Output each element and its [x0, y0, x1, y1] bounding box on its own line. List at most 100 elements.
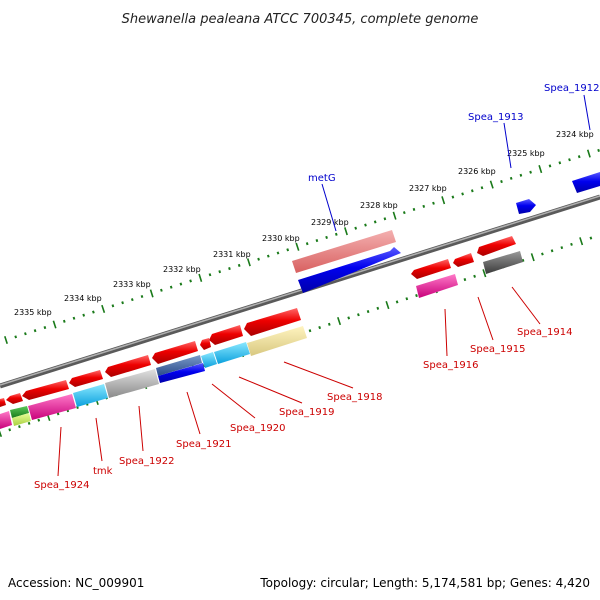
gene-feature-reverse[interactable]: [28, 394, 76, 420]
minor-tick: [27, 421, 31, 425]
gene-feature-reverse[interactable]: [105, 369, 159, 398]
minor-tick: [354, 226, 358, 230]
gene-label-spea-1922[interactable]: Spea_1922: [119, 456, 174, 467]
gene-feature-reverse[interactable]: [416, 274, 458, 298]
outer-tick-ring: [4, 148, 600, 345]
minor-tick: [550, 249, 554, 253]
major-tick: [52, 320, 57, 329]
leader-line: [95, 417, 103, 462]
major-tick: [101, 304, 106, 313]
tick-label: 2328 kbp: [360, 201, 398, 210]
minor-tick: [548, 164, 552, 168]
gene-feature-reverse[interactable]: [22, 380, 69, 400]
forward-labels: Spea_1912 Spea_1913 metG: [308, 83, 599, 232]
gene-feature-reverse[interactable]: [152, 341, 198, 364]
minor-tick: [577, 155, 581, 159]
major-tick: [295, 242, 300, 251]
minor-tick: [570, 242, 573, 246]
gene-feature-reverse[interactable]: [69, 370, 103, 387]
leader-line: [511, 286, 541, 325]
minor-tick: [364, 223, 367, 227]
major-tick: [4, 335, 8, 345]
gene-feature-reverse[interactable]: [156, 355, 202, 376]
gene-label-spea-1913[interactable]: Spea_1913: [468, 112, 523, 123]
gene-feature-reverse[interactable]: [10, 406, 29, 418]
gene-feature-forward[interactable]: [292, 230, 396, 273]
major-tick: [149, 289, 154, 298]
minor-tick: [130, 298, 134, 302]
gene-feature-forward[interactable]: [572, 172, 600, 193]
minor-tick: [33, 329, 37, 333]
minor-tick: [92, 310, 95, 314]
minor-tick: [189, 279, 192, 283]
minor-tick: [286, 248, 290, 252]
gene-label-spea-1918[interactable]: Spea_1918: [327, 392, 382, 403]
tick-label: 2329 kbp: [311, 218, 349, 227]
gene-label-spea-1914[interactable]: Spea_1914: [517, 327, 572, 338]
reverse-labels: Spea_1914 Spea_1915 Spea_1916 Spea_1918 …: [34, 286, 572, 491]
gene-feature-reverse[interactable]: [483, 251, 523, 274]
gene-label-spea-1915[interactable]: Spea_1915: [470, 344, 525, 355]
minor-tick: [383, 217, 387, 221]
gene-feature-reverse[interactable]: [244, 308, 301, 336]
major-tick: [482, 269, 487, 278]
major-tick: [0, 430, 3, 438]
leader-line: [321, 183, 337, 232]
leader-line: [444, 308, 448, 357]
minor-tick: [461, 192, 464, 196]
major-tick: [489, 180, 494, 189]
map-title: Shewanella pealeana ATCC 700345, complet…: [122, 12, 479, 27]
minor-tick: [521, 258, 525, 262]
gene-label-spea-1916[interactable]: Spea_1916: [423, 360, 478, 371]
minor-tick: [14, 335, 18, 339]
gene-feature-reverse[interactable]: [158, 363, 205, 383]
minor-tick: [111, 304, 115, 308]
gene-feature-forward[interactable]: [298, 247, 401, 293]
gene-label-metg[interactable]: metG: [308, 173, 336, 184]
gene-feature-reverse[interactable]: [201, 352, 217, 368]
gene-label-spea-1920[interactable]: Spea_1920: [230, 423, 285, 434]
minor-tick: [412, 207, 416, 212]
minor-tick: [334, 232, 338, 236]
minor-tick: [366, 309, 370, 314]
gene-feature-reverse[interactable]: [247, 326, 307, 356]
gene-feature-reverse[interactable]: [0, 411, 12, 429]
minor-tick: [415, 293, 418, 298]
leader-line: [57, 426, 62, 477]
minor-tick: [463, 277, 467, 282]
minor-tick: [208, 273, 212, 277]
gene-feature-reverse[interactable]: [453, 253, 474, 267]
gene-feature-reverse[interactable]: [73, 384, 108, 407]
reverse-genes-row1: [0, 236, 516, 407]
gene-label-spea-1919[interactable]: Spea_1919: [279, 407, 334, 418]
minor-tick: [541, 252, 544, 256]
gene-feature-reverse[interactable]: [411, 259, 451, 279]
gene-feature-reverse[interactable]: [105, 355, 151, 377]
tick-labels: 2324 kbp 2325 kbp 2326 kbp 2327 kbp 2328…: [14, 130, 594, 317]
minor-tick: [266, 254, 270, 258]
tick-label: 2331 kbp: [213, 250, 251, 259]
major-tick: [385, 301, 390, 310]
gene-feature-reverse[interactable]: [209, 325, 243, 345]
gene-label-spea-1924[interactable]: Spea_1924: [34, 480, 89, 491]
minor-tick: [509, 176, 513, 180]
gene-feature-reverse[interactable]: [0, 398, 6, 407]
gene-feature-forward[interactable]: [516, 199, 536, 214]
minor-tick: [422, 204, 426, 208]
minor-tick: [160, 288, 163, 292]
minor-tick: [237, 263, 241, 268]
gene-label-tmk[interactable]: tmk: [93, 466, 113, 477]
gene-label-spea-1912[interactable]: Spea_1912: [544, 83, 599, 94]
major-tick: [198, 273, 203, 282]
leader-line: [503, 122, 512, 169]
gene-feature-reverse[interactable]: [214, 342, 250, 364]
gene-feature-reverse[interactable]: [12, 413, 31, 426]
gene-feature-reverse[interactable]: [6, 393, 23, 404]
gene-label-spea-1921[interactable]: Spea_1921: [176, 439, 231, 450]
gene-feature-reverse[interactable]: [477, 236, 516, 256]
gene-feature-reverse[interactable]: [200, 338, 211, 350]
accession-text: Accession: NC_009901: [8, 576, 145, 590]
leader-line: [583, 94, 591, 131]
major-tick: [530, 253, 535, 262]
